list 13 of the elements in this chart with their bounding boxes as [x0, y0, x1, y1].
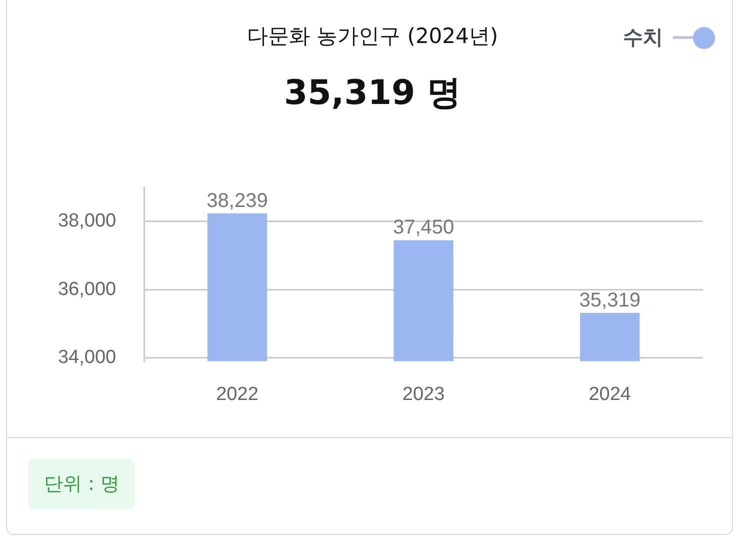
- data-label: 37,450: [392, 216, 454, 239]
- chart-subtitle: 35,319 명: [282, 72, 462, 115]
- data-label: 38,239: [206, 190, 268, 212]
- data-label: 35,319: [579, 289, 640, 312]
- chart-title: 다문화 농가인구 (2024년): [246, 24, 498, 48]
- y-tick-label: 36,000: [58, 278, 116, 300]
- text: 단위 : 명: [28, 459, 136, 509]
- legend-label: 수치: [623, 24, 663, 51]
- x-tick-label: 2023: [402, 384, 445, 405]
- x-tick-label: 2024: [588, 384, 632, 405]
- y-tick-label: 38,000: [58, 210, 116, 232]
- y-tick-label: 34,000: [58, 347, 116, 368]
- x-tick-label: 2022: [216, 384, 258, 405]
